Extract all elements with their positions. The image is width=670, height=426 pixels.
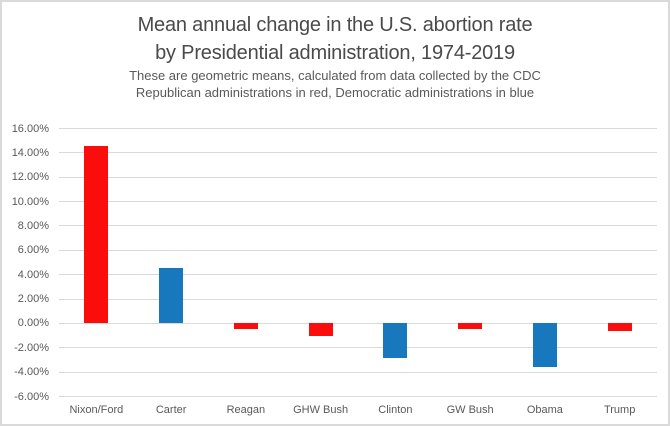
- x-axis-label-obama: Obama: [526, 404, 563, 416]
- gridline: [59, 274, 657, 276]
- gridline: [59, 201, 657, 203]
- chart-subtitle-line-1: These are geometric means, calculated fr…: [129, 68, 541, 83]
- x-axis-label-clinton: Clinton: [378, 404, 413, 416]
- bar-nixon-ford: [84, 146, 109, 323]
- bar-gw-bush: [458, 322, 483, 329]
- chart-title: Mean annual change in the U.S. abortion …: [2, 11, 668, 67]
- gridline: [59, 225, 657, 227]
- y-axis-tick-label: 8.00%: [17, 219, 49, 232]
- bar-obama: [532, 322, 557, 367]
- y-axis-tick-label: -6.00%: [14, 390, 49, 403]
- bar-reagan: [233, 322, 258, 329]
- y-axis-tick-label: 14.00%: [11, 146, 49, 159]
- gridline: [59, 371, 657, 373]
- gridline: [59, 347, 657, 349]
- bar-trump: [607, 322, 632, 331]
- x-axis-label-nixon-ford: Nixon/Ford: [69, 404, 124, 416]
- gridline: [59, 396, 657, 397]
- y-axis-tick-label: 16.00%: [11, 122, 49, 135]
- y-axis-tick-label: -4.00%: [14, 366, 49, 379]
- y-axis-tick-label: 12.00%: [11, 171, 49, 184]
- x-axis-label-ghw-bush: GHW Bush: [293, 404, 349, 416]
- y-axis-tick-label: 0.00%: [17, 317, 49, 330]
- gridline: [59, 176, 657, 178]
- x-axis-label-trump: Trump: [603, 404, 636, 416]
- y-axis-tick-label: 2.00%: [17, 293, 49, 306]
- y-axis-tick-label: 4.00%: [17, 268, 49, 281]
- chart-title-line-1: Mean annual change in the U.S. abortion …: [137, 14, 533, 36]
- bar-carter: [159, 268, 184, 323]
- y-axis-tick-label: 10.00%: [11, 195, 49, 208]
- chart-subtitle-line-2: Republican administrations in red, Democ…: [135, 85, 535, 100]
- x-axis-label-reagan: Reagan: [226, 404, 266, 416]
- gridline: [59, 128, 657, 129]
- x-axis-label-carter: Carter: [155, 404, 187, 416]
- y-axis-tick-label: 6.00%: [17, 244, 49, 257]
- bar-ghw-bush: [308, 322, 333, 337]
- gridline: [59, 298, 657, 300]
- bar-clinton: [383, 322, 408, 359]
- x-axis-label-gw-bush: GW Bush: [446, 404, 494, 416]
- chart-subtitle: These are geometric means, calculated fr…: [2, 67, 668, 101]
- gridline: [59, 322, 657, 324]
- y-axis-tick-label: -2.00%: [14, 341, 49, 354]
- gridline: [59, 152, 657, 154]
- chart-title-line-2: by Presidential administration, 1974-201…: [155, 42, 515, 64]
- gridline: [59, 249, 657, 251]
